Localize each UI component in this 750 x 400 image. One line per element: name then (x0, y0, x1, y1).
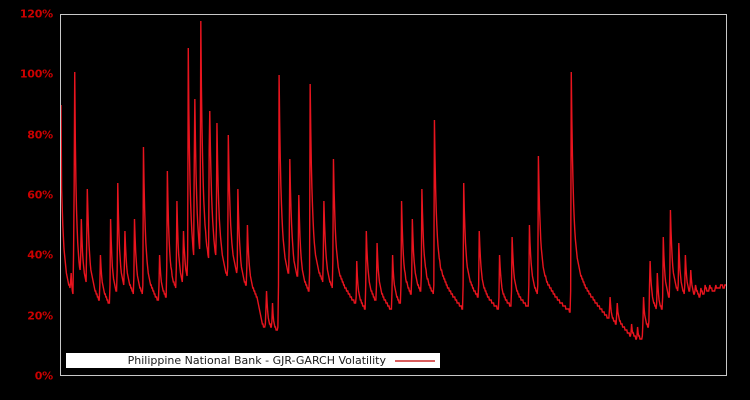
y-tick-label: 100% (19, 67, 53, 81)
y-tick-label: 40% (27, 248, 53, 262)
legend-line-swatch (395, 359, 435, 362)
y-tick-label: 0% (34, 369, 53, 383)
legend-label: Philippine National Bank - GJR-GARCH Vol… (127, 354, 386, 367)
series-line (61, 21, 726, 339)
chart-legend[interactable]: Philippine National Bank - GJR-GARCH Vol… (66, 353, 440, 368)
y-tick-label: 60% (27, 188, 53, 202)
volatility-series (61, 15, 726, 375)
y-tick-label: 80% (27, 128, 53, 142)
y-axis: 0% 20% 40% 60% 80% 100% 120% (0, 0, 60, 400)
plot-area (60, 14, 727, 376)
y-tick-label: 20% (27, 309, 53, 323)
y-tick-label: 120% (19, 7, 53, 21)
